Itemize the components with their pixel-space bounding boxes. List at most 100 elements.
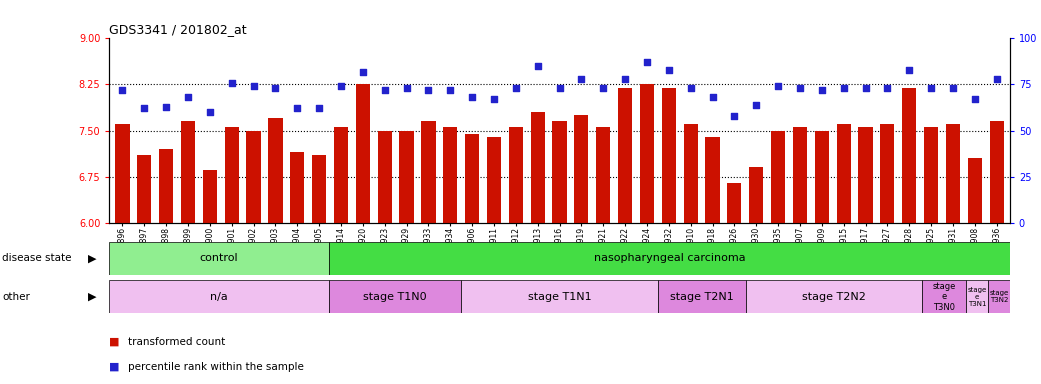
Point — [486, 96, 503, 102]
Bar — [422, 121, 435, 223]
Bar — [746, 280, 922, 313]
Point — [594, 85, 611, 91]
Point — [464, 94, 481, 101]
Point — [421, 87, 437, 93]
Text: stage T1N0: stage T1N0 — [363, 291, 427, 302]
Bar — [159, 149, 173, 223]
Point — [791, 85, 808, 91]
Point — [442, 87, 459, 93]
Bar — [531, 112, 544, 223]
Bar — [203, 170, 217, 223]
Text: disease state: disease state — [2, 253, 72, 263]
Point — [246, 83, 262, 89]
Bar — [662, 88, 676, 223]
Bar — [658, 280, 746, 313]
Text: n/a: n/a — [210, 291, 228, 302]
Point — [660, 67, 677, 73]
Bar — [946, 124, 960, 223]
Text: ▶: ▶ — [88, 291, 97, 302]
Bar — [465, 134, 479, 223]
Point — [508, 85, 525, 91]
Point — [552, 85, 568, 91]
Text: stage T2N1: stage T2N1 — [670, 291, 734, 302]
Point — [704, 94, 720, 101]
Bar — [461, 280, 658, 313]
Bar — [378, 131, 391, 223]
Text: other: other — [2, 291, 30, 302]
Bar — [329, 280, 461, 313]
Point — [268, 85, 284, 91]
Bar — [109, 280, 329, 313]
Bar — [815, 131, 829, 223]
Bar — [116, 124, 129, 223]
Bar — [334, 127, 348, 223]
Text: transformed count: transformed count — [128, 337, 225, 347]
Point — [115, 87, 131, 93]
Text: ■: ■ — [109, 362, 120, 372]
Point — [355, 68, 372, 74]
Text: ■: ■ — [109, 337, 120, 347]
Bar — [400, 131, 413, 223]
Point — [922, 85, 939, 91]
Bar — [990, 121, 1004, 223]
Point — [136, 105, 153, 111]
Point — [813, 87, 830, 93]
Bar — [988, 280, 1010, 313]
Text: percentile rank within the sample: percentile rank within the sample — [128, 362, 304, 372]
Bar — [640, 84, 654, 223]
Point — [333, 83, 350, 89]
Bar — [312, 155, 326, 223]
Bar — [181, 121, 195, 223]
Bar — [968, 158, 982, 223]
Point — [966, 96, 983, 102]
Point — [769, 83, 786, 89]
Point — [399, 85, 415, 91]
Text: stage
e
T3N0: stage e T3N0 — [932, 282, 956, 311]
Point — [988, 76, 1005, 82]
Point — [682, 85, 699, 91]
Bar — [596, 127, 610, 223]
Point — [573, 76, 589, 82]
Text: stage T2N2: stage T2N2 — [803, 291, 866, 302]
Point — [944, 85, 961, 91]
Bar — [269, 118, 282, 223]
Text: ▶: ▶ — [88, 253, 97, 263]
Bar — [903, 88, 916, 223]
Bar — [706, 137, 719, 223]
Bar — [750, 167, 763, 223]
Point — [726, 113, 742, 119]
Bar — [728, 183, 741, 223]
Bar — [881, 124, 894, 223]
Bar — [575, 115, 588, 223]
Bar — [509, 127, 523, 223]
Bar — [924, 127, 938, 223]
Point — [616, 76, 633, 82]
Point — [377, 87, 393, 93]
Text: stage T1N1: stage T1N1 — [528, 291, 591, 302]
Bar — [487, 137, 501, 223]
Point — [180, 94, 197, 101]
Point — [747, 102, 764, 108]
Text: stage
T3N2: stage T3N2 — [989, 290, 1009, 303]
Point — [900, 67, 917, 73]
Point — [311, 105, 328, 111]
Bar — [859, 127, 872, 223]
Point — [857, 85, 873, 91]
Point — [879, 85, 895, 91]
Text: nasopharyngeal carcinoma: nasopharyngeal carcinoma — [593, 253, 745, 263]
Point — [289, 105, 306, 111]
Bar — [618, 88, 632, 223]
Bar — [771, 131, 785, 223]
Point — [638, 59, 655, 65]
Bar — [290, 152, 304, 223]
Point — [158, 104, 175, 110]
Bar — [684, 124, 697, 223]
Point — [224, 79, 240, 86]
Bar — [329, 242, 1010, 275]
Bar — [356, 84, 370, 223]
Bar — [247, 131, 260, 223]
Bar — [137, 155, 151, 223]
Text: stage
e
T3N1: stage e T3N1 — [967, 286, 987, 307]
Bar — [443, 127, 457, 223]
Bar — [922, 280, 966, 313]
